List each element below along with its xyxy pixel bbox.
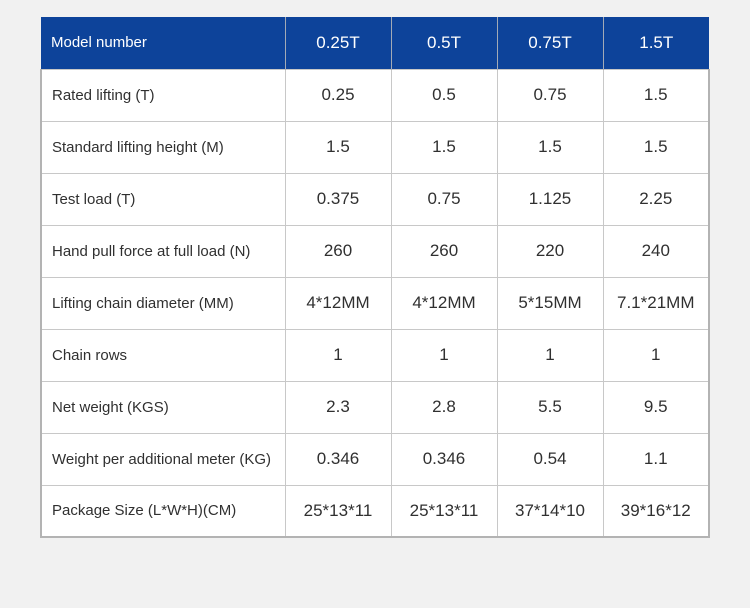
cell-value: 1.5 bbox=[496, 120, 604, 174]
table-row: Chain rows 1 1 1 1 bbox=[40, 328, 710, 382]
cell-value: 260 bbox=[284, 224, 392, 278]
cell-value: 0.75 bbox=[390, 172, 498, 226]
table-row: Package Size (L*W*H)(CM) 25*13*11 25*13*… bbox=[40, 484, 710, 538]
cell-value: 0.346 bbox=[390, 432, 498, 486]
cell-value: 260 bbox=[390, 224, 498, 278]
header-cell-model-0-5t: 0.5T bbox=[391, 17, 498, 69]
cell-value: 1.5 bbox=[390, 120, 498, 174]
row-label: Weight per additional meter (KG) bbox=[40, 432, 286, 486]
row-label: Test load (T) bbox=[40, 172, 286, 226]
spec-table: Model number 0.25T 0.5T 0.75T 1.5T Rated… bbox=[40, 17, 710, 538]
table-row: Lifting chain diameter (MM) 4*12MM 4*12M… bbox=[40, 276, 710, 330]
cell-value: 1 bbox=[602, 328, 710, 382]
cell-value: 0.375 bbox=[284, 172, 392, 226]
header-cell-model-number: Model number bbox=[41, 17, 286, 69]
cell-value: 0.25 bbox=[284, 68, 392, 122]
cell-value: 1 bbox=[496, 328, 604, 382]
row-label: Rated lifting (T) bbox=[40, 68, 286, 122]
table-header-row: Model number 0.25T 0.5T 0.75T 1.5T bbox=[41, 17, 709, 69]
cell-value: 0.5 bbox=[390, 68, 498, 122]
row-label: Standard lifting height (M) bbox=[40, 120, 286, 174]
cell-value: 2.8 bbox=[390, 380, 498, 434]
cell-value: 7.1*21MM bbox=[602, 276, 710, 330]
table-row: Standard lifting height (M) 1.5 1.5 1.5 … bbox=[40, 120, 710, 174]
cell-value: 2.25 bbox=[602, 172, 710, 226]
cell-value: 1.5 bbox=[284, 120, 392, 174]
row-label: Lifting chain diameter (MM) bbox=[40, 276, 286, 330]
table-row: Weight per additional meter (KG) 0.346 0… bbox=[40, 432, 710, 486]
cell-value: 1.125 bbox=[496, 172, 604, 226]
cell-value: 2.3 bbox=[284, 380, 392, 434]
cell-value: 1.5 bbox=[602, 68, 710, 122]
cell-value: 1 bbox=[284, 328, 392, 382]
cell-value: 0.75 bbox=[496, 68, 604, 122]
row-label: Package Size (L*W*H)(CM) bbox=[40, 484, 286, 538]
row-label: Chain rows bbox=[40, 328, 286, 382]
cell-value: 4*12MM bbox=[284, 276, 392, 330]
table-row: Hand pull force at full load (N) 260 260… bbox=[40, 224, 710, 278]
table-row: Net weight (KGS) 2.3 2.8 5.5 9.5 bbox=[40, 380, 710, 434]
cell-value: 25*13*11 bbox=[390, 484, 498, 538]
cell-value: 240 bbox=[602, 224, 710, 278]
cell-value: 5.5 bbox=[496, 380, 604, 434]
cell-value: 4*12MM bbox=[390, 276, 498, 330]
table-row: Test load (T) 0.375 0.75 1.125 2.25 bbox=[40, 172, 710, 226]
cell-value: 5*15MM bbox=[496, 276, 604, 330]
cell-value: 0.54 bbox=[496, 432, 604, 486]
row-label: Net weight (KGS) bbox=[40, 380, 286, 434]
cell-value: 25*13*11 bbox=[284, 484, 392, 538]
cell-value: 220 bbox=[496, 224, 604, 278]
cell-value: 37*14*10 bbox=[496, 484, 604, 538]
cell-value: 1.1 bbox=[602, 432, 710, 486]
header-cell-model-0-75t: 0.75T bbox=[497, 17, 604, 69]
row-label: Hand pull force at full load (N) bbox=[40, 224, 286, 278]
cell-value: 1 bbox=[390, 328, 498, 382]
cell-value: 39*16*12 bbox=[602, 484, 710, 538]
table-row: Rated lifting (T) 0.25 0.5 0.75 1.5 bbox=[40, 68, 710, 122]
cell-value: 9.5 bbox=[602, 380, 710, 434]
header-cell-model-0-25t: 0.25T bbox=[285, 17, 392, 69]
cell-value: 1.5 bbox=[602, 120, 710, 174]
cell-value: 0.346 bbox=[284, 432, 392, 486]
header-cell-model-1-5t: 1.5T bbox=[603, 17, 709, 69]
